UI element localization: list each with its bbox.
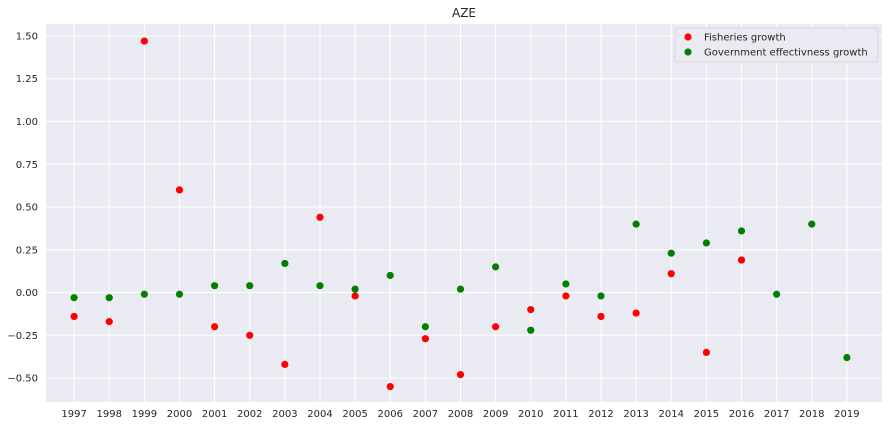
fisheries-growth-point (421, 335, 429, 343)
government-effectiveness-point (421, 323, 429, 331)
x-tick-label: 1998 (97, 409, 122, 420)
x-tick-label: 2005 (342, 409, 367, 420)
x-tick-label: 2009 (483, 409, 508, 420)
fisheries-growth-point (492, 323, 500, 331)
government-effectiveness-point (843, 353, 851, 362)
government-effectiveness-point (456, 285, 465, 293)
y-tick-label: 1.00 (16, 117, 38, 128)
fisheries-growth-point (70, 312, 78, 321)
x-tick-label: 2016 (729, 409, 754, 420)
x-tick-label: 2008 (448, 409, 473, 420)
data-points (70, 37, 851, 391)
y-tick-label: 1.25 (16, 74, 38, 85)
government-effectiveness-point (316, 282, 324, 290)
legend-marker (684, 33, 692, 41)
fisheries-growth-point (667, 270, 675, 278)
x-tick-label: 2006 (378, 409, 403, 420)
x-tick-label: 2004 (307, 409, 332, 420)
x-tick-label: 2007 (413, 409, 438, 420)
x-tick-label: 2010 (518, 409, 543, 420)
chart-title: AZE (452, 6, 476, 20)
fisheries-growth-point (632, 309, 640, 317)
government-effectiveness-point (773, 290, 781, 298)
x-tick-label: 2012 (588, 409, 613, 420)
government-effectiveness-point (281, 259, 289, 268)
government-effectiveness-point (105, 294, 113, 302)
fisheries-growth-point (386, 383, 394, 391)
government-effectiveness-point (386, 271, 394, 280)
government-effectiveness-point (597, 292, 605, 300)
fisheries-growth-point (316, 213, 324, 221)
x-tick-label: 2019 (834, 409, 859, 420)
government-effectiveness-point (527, 326, 535, 334)
government-effectiveness-point (70, 294, 78, 302)
government-effectiveness-point (702, 239, 710, 247)
government-effectiveness-point (351, 285, 359, 293)
fisheries-growth-point (281, 360, 289, 368)
legend-box (674, 27, 879, 63)
x-tick-label: 2011 (553, 409, 578, 420)
legend: Fisheries growth Government effectivness … (674, 27, 879, 63)
x-tick-label: 1999 (132, 409, 157, 420)
x-tick-label: 2001 (202, 409, 227, 420)
x-tick-label: 2000 (167, 409, 192, 420)
fisheries-growth-point (456, 371, 465, 379)
y-tick-label: 0.75 (16, 160, 38, 171)
fisheries-growth-point (737, 256, 746, 264)
y-tick-label: −0.50 (7, 374, 38, 385)
fisheries-growth-point (140, 37, 148, 45)
legend-label: Government effectivness growth (704, 48, 868, 59)
x-axis-ticks: 1997 1998 1999 2000 2001 2002 2003 2004 2005 2006… (61, 409, 859, 420)
legend-label: Fisheries growth (704, 33, 786, 44)
fisheries-growth-point (562, 292, 570, 300)
x-tick-label: 2002 (237, 409, 262, 420)
government-effectiveness-point (211, 282, 219, 290)
government-effectiveness-point (175, 290, 184, 298)
x-tick-label: 1997 (61, 409, 86, 420)
fisheries-growth-point (351, 292, 359, 300)
fisheries-growth-point (175, 186, 184, 194)
fisheries-growth-point (246, 331, 254, 339)
government-effectiveness-point (808, 220, 816, 228)
y-tick-label: 0.25 (16, 245, 38, 256)
y-axis-ticks: −0.50 −0.25 0.00 0.25 0.50 0.75 1.00 1.25 1.50 (7, 31, 38, 384)
legend-marker (684, 48, 692, 56)
y-tick-label: 0.50 (16, 203, 38, 214)
government-effectiveness-point (140, 290, 148, 298)
plot-area (46, 24, 882, 402)
y-tick-label: 0.00 (16, 288, 38, 299)
government-effectiveness-point (492, 263, 500, 271)
government-effectiveness-point (246, 282, 254, 290)
x-tick-label: 2017 (764, 409, 789, 420)
fisheries-growth-point (597, 312, 605, 321)
y-tick-label: 1.50 (16, 31, 38, 42)
x-tick-label: 2015 (694, 409, 719, 420)
fisheries-growth-point (211, 323, 219, 331)
government-effectiveness-point (737, 227, 746, 235)
x-tick-label: 2014 (659, 409, 684, 420)
fisheries-growth-point (105, 318, 113, 326)
government-effectiveness-point (667, 249, 675, 257)
x-tick-label: 2013 (623, 409, 648, 420)
x-tick-label: 2003 (272, 409, 297, 420)
grid-lines (46, 24, 882, 402)
fisheries-growth-point (702, 348, 710, 356)
y-tick-label: −0.25 (7, 331, 38, 342)
fisheries-growth-point (527, 306, 535, 314)
x-tick-label: 2018 (799, 409, 824, 420)
government-effectiveness-point (632, 220, 640, 228)
government-effectiveness-point (562, 280, 570, 288)
